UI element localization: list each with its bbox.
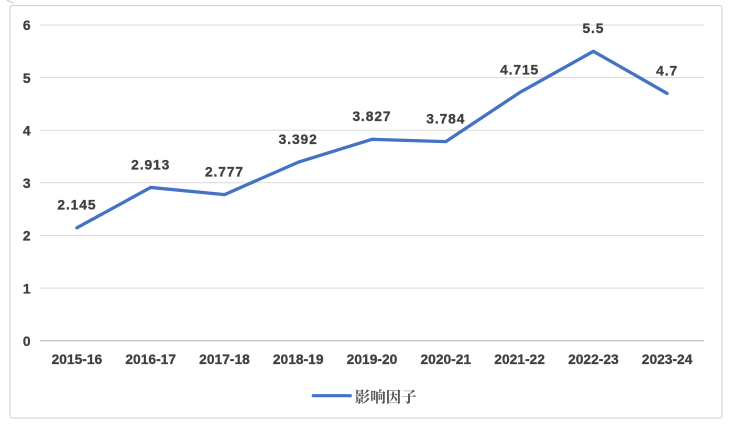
svg-text:2021-22: 2021-22	[494, 352, 545, 367]
svg-text:2020-21: 2020-21	[420, 352, 471, 367]
svg-text:1: 1	[23, 281, 31, 296]
svg-text:4: 4	[23, 123, 31, 138]
svg-text:6: 6	[23, 18, 31, 33]
svg-text:4.7: 4.7	[656, 63, 678, 78]
svg-text:3: 3	[23, 176, 31, 191]
svg-text:2.913: 2.913	[131, 157, 170, 172]
svg-text:2017-18: 2017-18	[199, 352, 250, 367]
svg-text:3.784: 3.784	[426, 112, 465, 127]
svg-text:3.392: 3.392	[279, 132, 318, 147]
svg-text:2.145: 2.145	[57, 198, 96, 213]
svg-text:2019-20: 2019-20	[347, 352, 398, 367]
svg-text:2023-24: 2023-24	[642, 352, 693, 367]
svg-text:3.827: 3.827	[352, 109, 391, 124]
svg-text:2.777: 2.777	[205, 165, 244, 180]
svg-text:5.5: 5.5	[582, 21, 604, 36]
svg-text:2015-16: 2015-16	[52, 352, 103, 367]
svg-text:4.715: 4.715	[500, 63, 539, 78]
svg-text:2022-23: 2022-23	[568, 352, 619, 367]
svg-text:2018-19: 2018-19	[273, 352, 324, 367]
svg-text:5: 5	[23, 71, 31, 86]
svg-text:2016-17: 2016-17	[125, 352, 176, 367]
svg-text:2: 2	[23, 229, 31, 244]
svg-text:0: 0	[23, 334, 31, 349]
